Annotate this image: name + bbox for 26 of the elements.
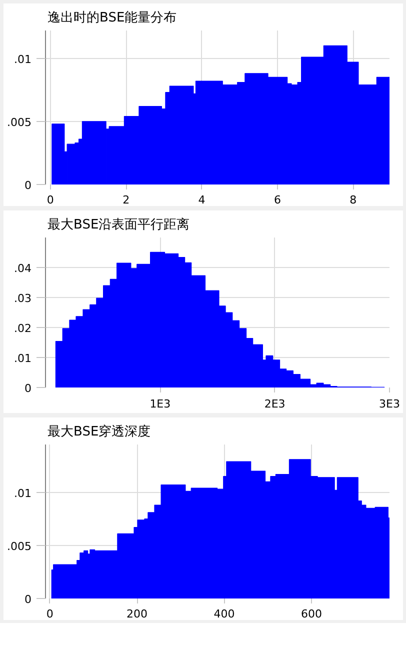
y-tick-label: .01	[14, 486, 32, 500]
x-tick-label: 0	[46, 608, 54, 620]
x-tick-label: 1E3	[150, 398, 171, 410]
y-tick-label: 0	[24, 179, 32, 192]
y-tick-label: 0	[24, 593, 32, 606]
chart-title: 最大BSE穿透深度	[48, 424, 151, 440]
y-tick-label: .02	[14, 322, 32, 335]
chart-title: 最大BSE沿表面平行距离	[48, 216, 190, 232]
x-tick-label: 3E3	[379, 398, 400, 410]
y-tick-label: .01	[14, 52, 32, 66]
x-tick-label: 8	[350, 194, 357, 206]
x-tick-label: 200	[126, 608, 148, 620]
x-tick-label: 2	[122, 194, 130, 206]
y-tick-label: .04	[14, 262, 32, 275]
x-tick-label: 0	[46, 194, 54, 206]
y-tick-label: .03	[14, 292, 32, 305]
y-tick-label: .005	[7, 540, 32, 553]
x-tick-label: 6	[274, 194, 281, 206]
y-tick-label: 0	[24, 382, 32, 395]
x-tick-label: 400	[214, 608, 235, 620]
y-tick-label: .01	[14, 352, 32, 365]
x-tick-label: 600	[300, 608, 322, 620]
y-tick-label: .005	[7, 116, 32, 129]
chart-title: 逸出时的BSE能量分布	[48, 10, 177, 26]
x-tick-label: 4	[198, 194, 206, 206]
x-tick-label: 2E3	[264, 398, 286, 410]
